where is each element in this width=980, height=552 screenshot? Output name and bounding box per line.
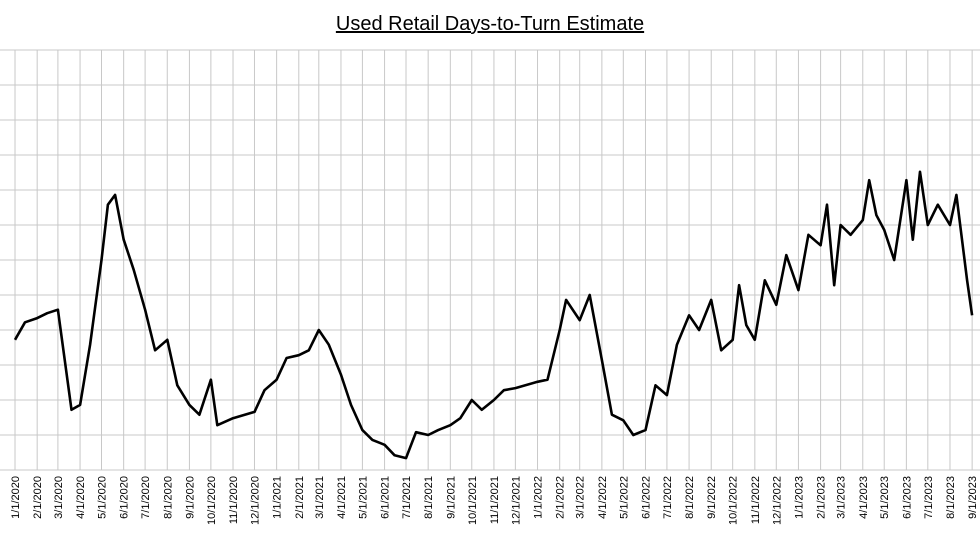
- x-tick-label: 6/1/2022: [640, 476, 652, 519]
- line-series: [13, 170, 974, 460]
- x-tick-label: 2/1/2020: [32, 476, 44, 519]
- x-tick-label: 7/1/2022: [662, 476, 674, 519]
- x-tick-label: 12/1/2022: [771, 476, 783, 525]
- x-tick-label: 6/1/2023: [901, 476, 913, 519]
- x-tick-label: 3/1/2022: [575, 476, 587, 519]
- x-tick-label: 12/1/2021: [510, 476, 522, 525]
- x-tick-label: 1/1/2021: [272, 476, 284, 519]
- x-tick-label: 3/1/2021: [314, 476, 326, 519]
- x-tick-label: 8/1/2022: [684, 476, 696, 519]
- x-tick-label: 2/1/2023: [816, 476, 828, 519]
- x-tick-label: 9/1/2020: [184, 476, 196, 519]
- chart-title: Used Retail Days-to-Turn Estimate: [336, 13, 644, 35]
- x-tick-label: 10/1/2021: [467, 476, 479, 525]
- x-tick-label: 5/1/2022: [618, 476, 630, 519]
- x-tick-label: 11/1/2020: [228, 476, 240, 524]
- x-tick-label: 7/1/2023: [923, 476, 935, 519]
- x-tick-label: 4/1/2020: [75, 476, 87, 519]
- x-tick-label: 7/1/2021: [401, 476, 413, 519]
- x-tick-label: 8/1/2023: [945, 476, 957, 519]
- x-tick-label: 1/1/2023: [793, 476, 805, 519]
- x-tick-label: 11/1/2022: [750, 476, 762, 524]
- x-tick-label: 5/1/2023: [879, 476, 891, 519]
- x-tick-label: 6/1/2020: [119, 476, 131, 519]
- x-tick-label: 7/1/2020: [140, 476, 152, 519]
- x-tick-label: 5/1/2020: [97, 476, 109, 519]
- x-tick-label: 1/1/2022: [533, 476, 545, 519]
- x-tick-label: 12/1/2020: [249, 476, 261, 525]
- x-tick-label: 3/1/2023: [836, 476, 848, 519]
- x-tick-label: 4/1/2021: [336, 476, 348, 519]
- x-tick-label: 6/1/2021: [380, 476, 392, 519]
- x-tick-label: 10/1/2020: [206, 476, 218, 525]
- x-tick-label: 8/1/2021: [423, 476, 435, 519]
- x-tick-label: 4/1/2022: [597, 476, 609, 519]
- x-tick-label: 9/1/2022: [706, 476, 718, 519]
- x-tick-label: 4/1/2023: [858, 476, 870, 519]
- x-tick-label: 8/1/2020: [162, 476, 174, 519]
- x-tick-label: 9/1/2023: [967, 476, 979, 519]
- x-tick-label: 9/1/2021: [445, 476, 457, 519]
- x-tick-label: 2/1/2021: [294, 476, 306, 519]
- x-tick-label: 1/1/2020: [10, 476, 22, 519]
- x-tick-label: 2/1/2022: [555, 476, 567, 519]
- x-tick-label: 10/1/2022: [728, 476, 740, 525]
- x-tick-label: 3/1/2020: [53, 476, 65, 519]
- x-tick-label: 5/1/2021: [357, 476, 369, 519]
- x-tick-label: 11/1/2021: [489, 476, 501, 524]
